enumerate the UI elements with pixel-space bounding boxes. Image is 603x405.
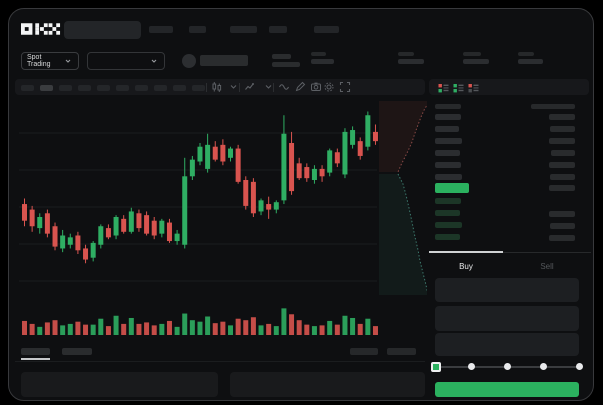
timeframe-button-1[interactable] [21,85,34,91]
buy-submit-button[interactable] [435,382,579,397]
draw-icon[interactable] [294,81,306,93]
stat-label-1 [311,52,326,56]
stat-value-1 [311,59,334,64]
stat-label-3 [463,52,481,56]
bottom-tab-2[interactable] [62,348,92,355]
ask-row-amount[interactable] [549,138,575,144]
last-price-amount [549,185,575,191]
bottom-action-1[interactable] [350,348,378,355]
stat-label-4 [518,52,534,56]
amount-field[interactable] [435,306,579,331]
timeframe-button-9[interactable] [173,85,186,91]
candle-type-icon[interactable] [211,81,223,93]
bid-row-amount[interactable] [550,223,575,229]
camera-icon[interactable] [310,81,322,93]
slider-stop-2[interactable] [504,363,511,370]
timeframe-button-2[interactable] [40,85,53,91]
candlestick-chart[interactable] [15,95,427,341]
ask-row-amount[interactable] [549,114,575,120]
slider-handle[interactable] [431,362,441,372]
stat-value-2 [398,59,424,64]
pair-selector-dropdown[interactable] [87,52,165,70]
price-field[interactable] [435,278,579,302]
toolbar-divider [273,83,274,92]
app-window: Spot Trading Buy Sell [8,8,594,401]
timeframe-button-8[interactable] [154,85,167,91]
indicators-icon[interactable] [244,81,256,93]
chevron-down-icon [151,59,157,63]
bid-row-amount[interactable] [549,235,575,241]
chevron-down-icon[interactable] [263,81,275,93]
chevron-down-icon[interactable] [228,81,240,93]
nav-item-2[interactable] [189,26,206,33]
bid-row-price[interactable] [435,210,460,216]
nav-item-5[interactable] [314,26,339,33]
last-price-badge[interactable] [435,183,469,193]
divider [15,361,425,362]
settings-icon[interactable] [323,81,335,93]
stat-value-3 [463,59,489,64]
bid-row-price[interactable] [435,234,460,240]
timeframe-button-3[interactable] [59,85,72,91]
book-both-icon[interactable] [438,83,449,94]
chevron-down-icon [65,59,71,63]
bottom-panel-left [21,372,218,397]
timeframe-button-7[interactable] [135,85,148,91]
timeframe-button-10[interactable] [192,85,205,91]
okx-logo[interactable] [21,22,61,36]
tab-divider [503,252,591,253]
bottom-tab-1[interactable] [21,348,50,355]
market-type-selector[interactable]: Spot Trading [21,52,79,70]
ask-row-price[interactable] [435,114,461,120]
bid-row-price[interactable] [435,198,461,204]
coin-avatar [182,54,196,68]
search-input[interactable] [64,21,141,39]
bottom-action-2[interactable] [387,348,416,355]
price-change-placeholder [272,62,300,67]
chart-toolbar [15,79,425,95]
tab-buy[interactable]: Buy [459,262,473,271]
stat-label-2 [398,52,414,56]
ask-row-amount[interactable] [550,174,575,180]
ask-row-price[interactable] [435,150,460,156]
ask-row-amount[interactable] [549,162,575,168]
line-tool-icon[interactable] [278,81,290,93]
market-type-label: Spot Trading [27,54,51,68]
slider-stop-3[interactable] [540,363,547,370]
slider-stop-1[interactable] [468,363,475,370]
ask-row-price[interactable] [435,174,462,180]
main-nav [149,26,339,33]
book-bids-icon[interactable] [453,83,464,94]
bid-row-price[interactable] [435,222,462,228]
last-price-placeholder [272,54,291,59]
pair-name-placeholder [200,55,248,66]
slider-stop-4[interactable] [576,363,583,370]
ask-row-amount[interactable] [550,126,575,132]
nav-item-3[interactable] [230,26,257,33]
toolbar-divider [239,83,240,92]
ask-row-amount[interactable] [551,150,575,156]
bottom-tab-underline [21,358,50,360]
orderbook-header-price [435,104,461,109]
stat-value-4 [518,59,543,64]
total-field[interactable] [435,333,579,356]
ask-row-price[interactable] [435,138,462,144]
tab-sell[interactable]: Sell [540,262,554,271]
book-asks-icon[interactable] [468,83,479,94]
ask-row-price[interactable] [435,162,461,168]
nav-item-1[interactable] [149,26,173,33]
active-tab-underline [429,251,503,253]
fullscreen-icon[interactable] [339,81,351,93]
timeframe-button-4[interactable] [78,85,91,91]
nav-item-4[interactable] [269,26,287,33]
timeframe-button-6[interactable] [116,85,129,91]
bid-row-amount[interactable] [549,211,575,217]
bottom-panel-right [230,372,425,397]
ask-row-price[interactable] [435,126,459,132]
toolbar-divider [206,83,207,92]
timeframe-button-5[interactable] [97,85,110,91]
orderbook-header-amount [531,104,575,109]
